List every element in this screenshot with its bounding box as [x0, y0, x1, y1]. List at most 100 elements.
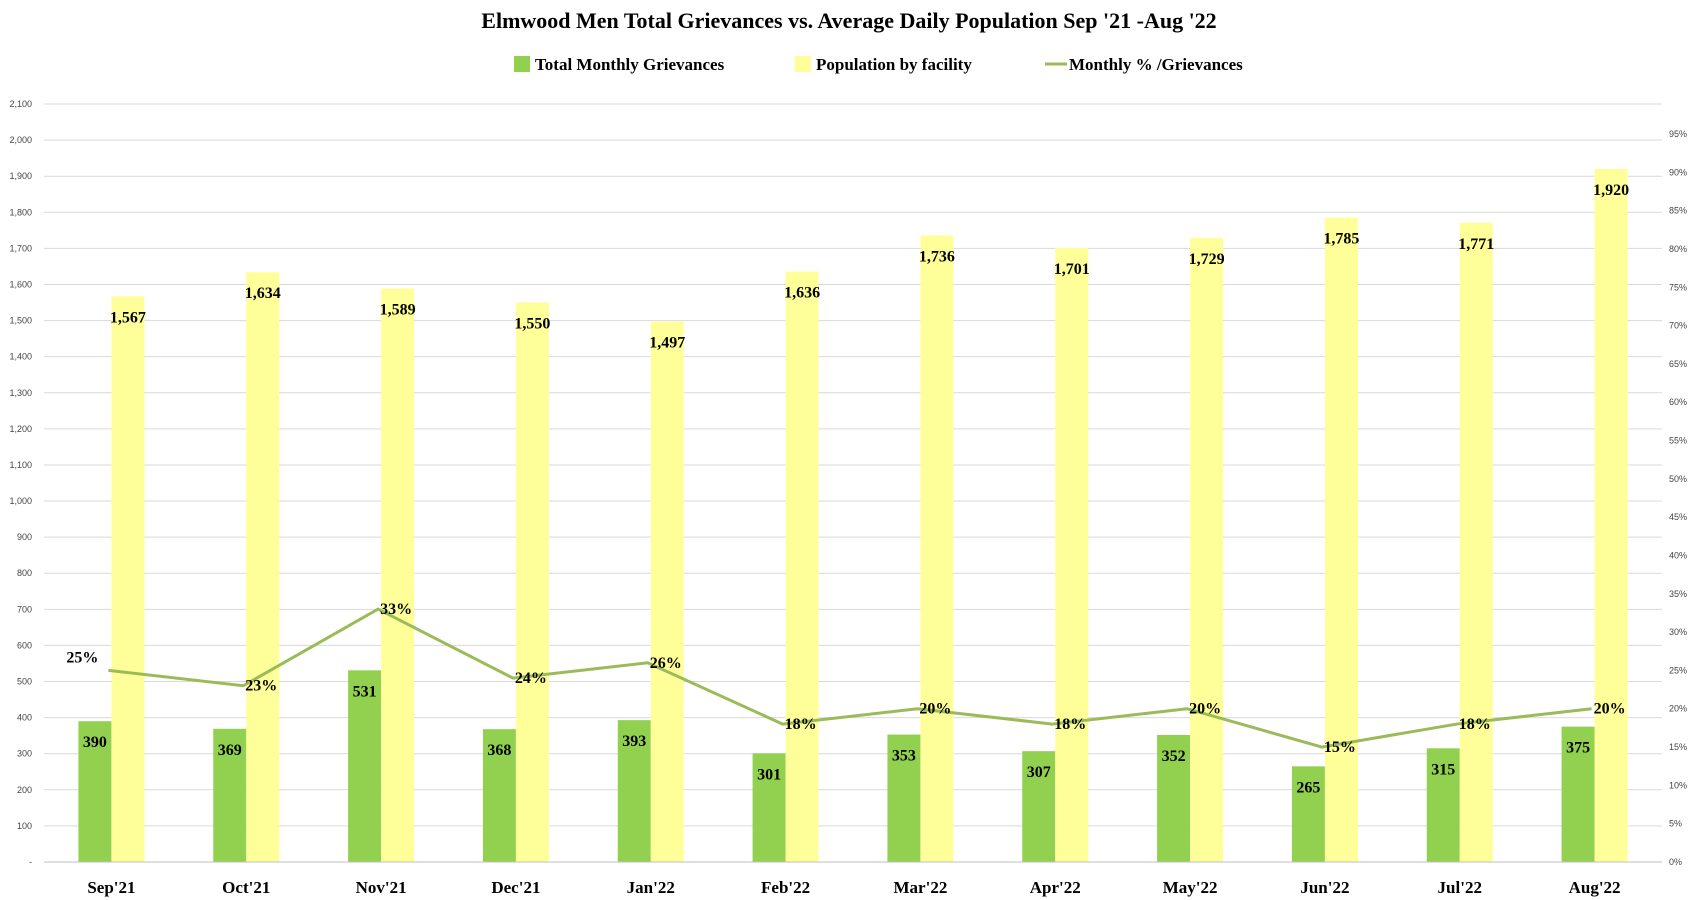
data-label-population: 1,771 — [1458, 236, 1494, 253]
right-tick-label: 65% — [1669, 359, 1687, 369]
data-label-population: 1,567 — [110, 309, 146, 326]
left-tick-label: 2,000 — [9, 135, 32, 145]
right-tick-label: 0% — [1669, 857, 1682, 867]
data-label-percent: 15% — [1324, 739, 1356, 756]
data-label-population: 1,497 — [649, 335, 685, 352]
x-tick-label: Jul'22 — [1438, 878, 1482, 897]
data-label-grievances: 390 — [83, 734, 107, 751]
x-tick-label: Mar'22 — [894, 878, 948, 897]
legend-label-population: Population by facility — [816, 55, 972, 74]
x-tick-label: Nov'21 — [356, 878, 407, 897]
bar-grievances — [1291, 766, 1325, 862]
left-tick-label: 1,600 — [9, 279, 32, 289]
right-tick-label: 80% — [1669, 244, 1687, 254]
x-tick-label: Aug'22 — [1569, 878, 1621, 897]
right-tick-label: 85% — [1669, 206, 1687, 216]
bar-population — [920, 235, 954, 863]
left-tick-label: 1,800 — [9, 207, 32, 217]
x-axis: Sep'21 Oct'21 Nov'21 Dec'21 Jan'22 Feb'22 Mar'… — [44, 861, 1662, 897]
data-label-population: 1,634 — [245, 285, 281, 302]
bar-grievances — [1022, 751, 1056, 862]
left-tick-label: 800 — [17, 568, 32, 578]
data-label-percent: 18% — [1054, 716, 1086, 733]
right-tick-label: 60% — [1669, 397, 1687, 407]
left-axis: - 100 200 300 400 500 600 700 800 900 1,000 1,100 1,… — [9, 99, 32, 867]
legend-swatch-grievances — [514, 56, 530, 72]
bar-grievances — [887, 734, 921, 862]
left-tick-label: 500 — [17, 677, 32, 687]
right-tick-label: 75% — [1669, 282, 1687, 292]
right-tick-label: 70% — [1669, 321, 1687, 331]
right-tick-label: 20% — [1669, 704, 1687, 714]
x-tick-label: Dec'21 — [491, 878, 540, 897]
left-tick-label: 700 — [17, 604, 32, 614]
data-label-percent: 20% — [1594, 701, 1626, 718]
x-tick-label: Oct'21 — [222, 878, 270, 897]
bar-population — [111, 296, 145, 863]
left-tick-label: 1,700 — [9, 243, 32, 253]
legend-item-population: Population by facility — [795, 55, 972, 74]
data-label-population: 1,736 — [919, 248, 955, 265]
bar-population — [515, 302, 549, 862]
data-label-grievances: 265 — [1296, 779, 1320, 796]
bar-population — [1190, 237, 1224, 862]
legend-label-percent: Monthly % /Grievances — [1069, 55, 1243, 74]
bar-grievances — [1157, 734, 1191, 862]
line-monthly-percent — [108, 607, 1592, 749]
x-tick-label: Jun'22 — [1300, 878, 1349, 897]
data-label-percent: 20% — [1189, 701, 1221, 718]
data-label-percent: 26% — [650, 655, 682, 672]
left-tick-label: 1,100 — [9, 460, 32, 470]
right-tick-label: 35% — [1669, 589, 1687, 599]
x-tick-label: Feb'22 — [761, 878, 810, 897]
right-tick-label: 15% — [1669, 742, 1687, 752]
left-tick-label: 1,900 — [9, 171, 32, 181]
bar-population — [1459, 222, 1493, 863]
data-label-percent: 24% — [515, 670, 547, 687]
right-axis: 0% 5% 10% 15% 20% 25% 30% 35% 40% 45% 50% 55% 60% 65%… — [1669, 129, 1687, 867]
right-tick-label: 50% — [1669, 474, 1687, 484]
bar-population — [246, 272, 280, 862]
bar-grievances — [617, 720, 651, 862]
right-tick-label: 5% — [1669, 819, 1682, 829]
chart-title: Elmwood Men Total Grievances vs. Average… — [481, 8, 1216, 33]
bar-grievances — [213, 728, 247, 862]
left-tick-label: 300 — [17, 749, 32, 759]
legend-item-percent: Monthly % /Grievances — [1045, 55, 1243, 74]
data-label-percent: 33% — [380, 601, 412, 618]
bar-grievances — [482, 729, 516, 862]
left-tick-label: 1,400 — [9, 352, 32, 362]
data-label-percent: 20% — [919, 701, 951, 718]
left-tick-label: 100 — [17, 821, 32, 831]
left-tick-label: 1,500 — [9, 316, 32, 326]
legend: Total Monthly Grievances Population by f… — [514, 55, 1243, 74]
data-label-population: 1,550 — [514, 316, 550, 333]
legend-item-grievances: Total Monthly Grievances — [514, 55, 725, 74]
data-label-percent: 18% — [785, 716, 817, 733]
data-label-percent: 18% — [1459, 716, 1491, 733]
data-label-grievances: 393 — [622, 733, 646, 750]
legend-label-grievances: Total Monthly Grievances — [535, 55, 725, 74]
bar-grievances — [1426, 748, 1460, 862]
data-label-grievances: 368 — [487, 742, 511, 759]
left-tick-label: 600 — [17, 640, 32, 650]
x-tick-label: Jan'22 — [627, 878, 675, 897]
data-label-grievances: 353 — [892, 748, 916, 765]
left-tick-label: 1,300 — [9, 388, 32, 398]
data-label-grievances: 352 — [1162, 748, 1186, 765]
left-tick-label: 2,100 — [9, 99, 32, 109]
left-tick-label: 1,200 — [9, 424, 32, 434]
left-tick-label: 1,000 — [9, 496, 32, 506]
bar-grievances — [78, 721, 112, 862]
data-label-population: 1,785 — [1323, 231, 1359, 248]
right-tick-label: 30% — [1669, 627, 1687, 637]
data-label-population: 1,729 — [1189, 251, 1225, 268]
bar-population — [1594, 168, 1628, 862]
right-tick-label: 90% — [1669, 167, 1687, 177]
bar-grievances — [752, 753, 786, 862]
right-tick-label: 55% — [1669, 436, 1687, 446]
gridlines — [44, 103, 1662, 863]
data-label-population: 1,920 — [1593, 182, 1629, 199]
legend-swatch-population — [795, 56, 811, 72]
x-tick-label: Sep'21 — [87, 878, 135, 897]
